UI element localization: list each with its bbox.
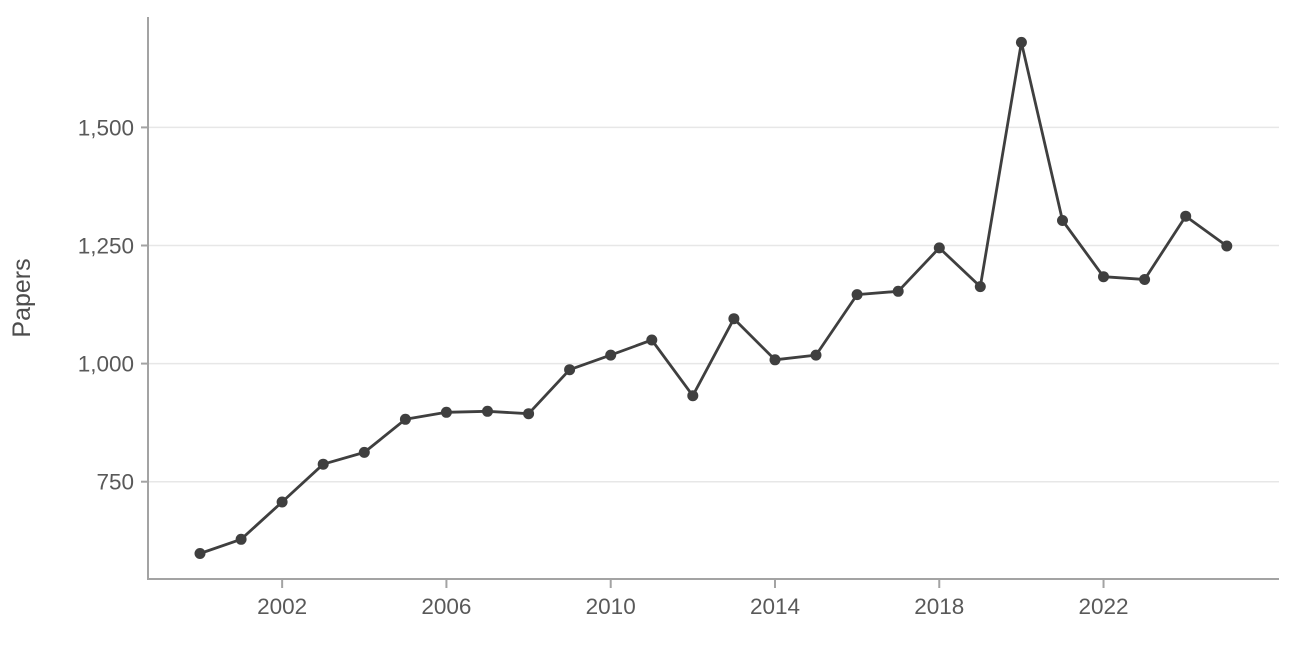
y-tick-label: 1,250 bbox=[78, 234, 134, 259]
tick-labels: 750 1,000 1,250 1,500 2002 2006 2010 2014 2018 20… bbox=[78, 115, 1129, 619]
x-tick-label: 2010 bbox=[586, 594, 636, 619]
y-axis-label: Papers bbox=[8, 258, 36, 337]
tick-marks bbox=[141, 126, 1105, 588]
data-point bbox=[1180, 210, 1192, 222]
data-point bbox=[1098, 271, 1109, 283]
data-point bbox=[974, 281, 986, 293]
data-point bbox=[399, 413, 411, 425]
x-tick-label: 2018 bbox=[914, 594, 964, 619]
data-point bbox=[1221, 240, 1233, 252]
data-point bbox=[1057, 215, 1068, 226]
data-series-papers bbox=[194, 36, 1233, 559]
axes bbox=[147, 17, 1279, 580]
data-point bbox=[933, 242, 945, 254]
x-tick-label: 2022 bbox=[1079, 594, 1129, 619]
x-tick-label: 2006 bbox=[421, 594, 471, 619]
data-point bbox=[440, 406, 452, 418]
data-point bbox=[358, 446, 370, 458]
data-point bbox=[851, 289, 863, 301]
data-point bbox=[687, 390, 699, 402]
data-point bbox=[317, 458, 329, 470]
data-point bbox=[482, 405, 493, 417]
data-line bbox=[198, 41, 1229, 555]
data-point bbox=[1139, 274, 1151, 285]
y-tick-label: 1,500 bbox=[78, 115, 134, 140]
data-point bbox=[810, 349, 822, 361]
data-point bbox=[646, 334, 658, 346]
data-point bbox=[1015, 36, 1027, 48]
data-point bbox=[769, 354, 781, 366]
data-point bbox=[728, 313, 740, 325]
data-point bbox=[194, 548, 206, 559]
x-tick-label: 2002 bbox=[257, 594, 307, 619]
data-point bbox=[564, 364, 576, 376]
data-point bbox=[235, 533, 247, 545]
gridlines bbox=[148, 126, 1279, 483]
y-tick-label: 750 bbox=[96, 470, 134, 495]
data-point bbox=[605, 349, 617, 361]
data-point bbox=[276, 496, 288, 508]
data-point bbox=[523, 408, 535, 420]
x-tick-label: 2014 bbox=[750, 594, 800, 619]
data-point bbox=[892, 285, 904, 297]
y-tick-label: 1,000 bbox=[78, 352, 134, 377]
